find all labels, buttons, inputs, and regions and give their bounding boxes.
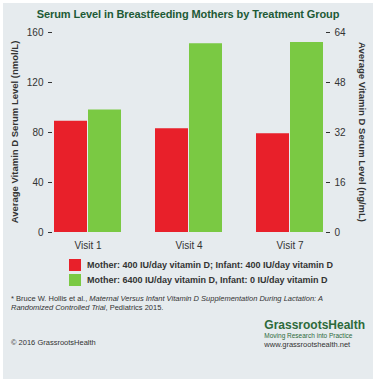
svg-text:32: 32 — [335, 127, 347, 138]
svg-text:80: 80 — [32, 127, 44, 138]
svg-text:Visit 4: Visit 4 — [175, 240, 202, 251]
html-text:Average Vitamin D Serum Level: Average Vitamin D Serum Level (ng/mL) — [356, 42, 368, 222]
html-text:www.grassrootshealth.net: www.grassrootshealth.net — [264, 339, 351, 349]
html-text:GrassrootsHealth: GrassrootsHealth — [264, 317, 365, 332]
svg-text:120: 120 — [27, 77, 44, 88]
svg-text:Visit 1: Visit 1 — [74, 240, 101, 251]
html-text:Serum Level in Breastfeeding M: Serum Level in Breastfeeding Mothers by … — [36, 8, 340, 20]
svg-text:Visit 7: Visit 7 — [276, 240, 303, 251]
svg-text:160: 160 — [27, 27, 44, 38]
html-text:© 2016 GrassrootsHealth: © 2016 GrassrootsHealth — [11, 337, 96, 347]
html-text:Average Vitamin D Serum Level: Average Vitamin D Serum Level (nmol/L) — [8, 40, 20, 224]
html-text:* Bruce W. Hollis et al., Mate: * Bruce W. Hollis et al., Maternal Versu… — [11, 294, 323, 313]
svg-text:0: 0 — [38, 227, 44, 238]
svg-text:0: 0 — [335, 227, 341, 238]
svg-text:16: 16 — [335, 177, 347, 188]
svg-text:64: 64 — [335, 27, 347, 38]
html-text:Mother: 400 IU/day vitamin D;: Mother: 400 IU/day vitamin D; Infant: 40… — [87, 260, 334, 270]
svg-text:40: 40 — [32, 177, 44, 188]
html-text:Moving Research into Practice: Moving Research into Practice — [264, 331, 353, 339]
svg-text:48: 48 — [335, 77, 347, 88]
html-text:Mother: 6400 IU/day vitamin D,: Mother: 6400 IU/day vitamin D, Infant: 0… — [87, 275, 328, 285]
